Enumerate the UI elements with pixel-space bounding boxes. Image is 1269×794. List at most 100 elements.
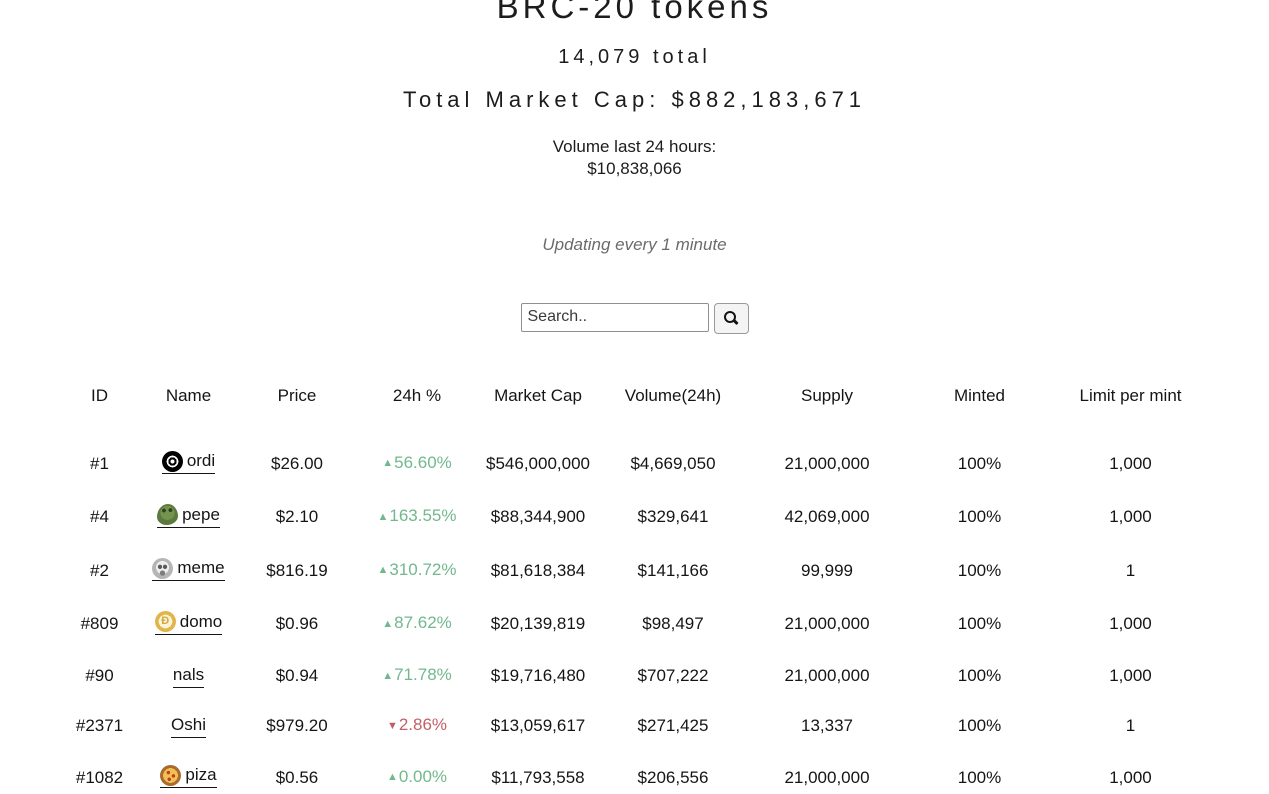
table-row: #4 pepe $2.10 ▲163.55% $88,344,900 $329,641 42… xyxy=(59,491,1209,545)
volume-24h-value: $10,838,066 xyxy=(587,159,682,178)
token-minted: 100% xyxy=(957,716,1002,735)
table-row: #90 nals $0.94 ▲71.78% $19,716,480 $707,222 21… xyxy=(59,651,1209,701)
updating-note: Updating every 1 minute xyxy=(542,235,727,254)
search-button[interactable] xyxy=(713,303,749,334)
token-link[interactable]: Oshi xyxy=(171,714,206,738)
col-header-minted: Minted xyxy=(953,386,1006,405)
token-price: $979.20 xyxy=(266,716,328,735)
token-id: #2371 xyxy=(75,716,124,735)
token-limit-per-mint: 1,000 xyxy=(1109,767,1152,787)
volume-24h-label: Volume last 24 hours: xyxy=(552,137,717,156)
token-market-cap: $546,000,000 xyxy=(486,453,590,473)
token-minted: 100% xyxy=(957,767,1002,787)
token-name-cell: nals xyxy=(140,651,237,701)
token-volume-24h: $707,222 xyxy=(637,666,709,685)
token-link[interactable]: piza xyxy=(160,764,217,788)
token-price: $0.96 xyxy=(275,614,319,634)
token-volume-24h: $206,556 xyxy=(637,767,709,787)
token-minted: 100% xyxy=(957,507,1002,527)
token-name-cell: pepe xyxy=(140,491,237,545)
token-change-24h: ▲87.62% xyxy=(382,613,452,633)
token-change-24h: ▲310.72% xyxy=(377,559,457,579)
token-name: nals xyxy=(172,665,205,684)
token-limit-per-mint: 1 xyxy=(1125,716,1136,735)
table-row: #2 meme $816.19 ▲310.72% $81,618,384 $141,166… xyxy=(59,544,1209,598)
token-supply: 21,000,000 xyxy=(784,453,870,473)
token-id: #1 xyxy=(90,453,109,473)
up-triangle-icon: ▲ xyxy=(386,771,398,784)
domo-coin-icon xyxy=(154,611,176,632)
token-name: meme xyxy=(177,558,225,577)
col-header-limit: Limit per mint xyxy=(1079,386,1182,405)
col-header-market-cap: Market Cap xyxy=(494,386,582,405)
up-triangle-icon: ▲ xyxy=(377,510,389,523)
token-name-cell: piza xyxy=(140,751,237,794)
token-link[interactable]: pepe xyxy=(157,504,220,528)
search-input[interactable] xyxy=(520,303,709,332)
token-name: Oshi xyxy=(171,715,206,734)
token-table: ID Name Price 24h % Market Cap Volume(24… xyxy=(59,375,1209,794)
piza-coin-icon xyxy=(160,764,182,786)
page-title: BRC-20 tokens xyxy=(496,0,773,25)
token-supply: 42,069,000 xyxy=(784,507,870,527)
token-price: $0.56 xyxy=(275,767,319,787)
token-supply: 99,999 xyxy=(801,560,853,580)
col-header-volume: Volume(24h) xyxy=(624,386,722,405)
token-name-cell: Oshi xyxy=(140,701,237,751)
token-id: #90 xyxy=(85,666,114,685)
token-link[interactable]: domo xyxy=(154,611,223,635)
token-supply: 21,000,000 xyxy=(784,666,870,685)
table-row: #2371 Oshi $979.20 ▼2.86% $13,059,617 $271,42… xyxy=(59,701,1209,751)
token-change-24h: ▲0.00% xyxy=(386,766,448,786)
token-limit-per-mint: 1,000 xyxy=(1109,614,1152,634)
token-limit-per-mint: 1 xyxy=(1125,560,1136,580)
token-volume-24h: $141,166 xyxy=(637,560,709,580)
ordi-coin-icon xyxy=(161,450,183,472)
token-name: domo xyxy=(179,611,223,631)
token-link[interactable]: ordi xyxy=(161,450,216,474)
token-price: $2.10 xyxy=(275,507,319,527)
token-name: ordi xyxy=(186,451,216,470)
token-table-wrap: ID Name Price 24h % Market Cap Volume(24… xyxy=(59,375,1209,794)
down-triangle-icon: ▼ xyxy=(386,719,398,732)
token-name: piza xyxy=(185,765,217,784)
token-limit-per-mint: 1,000 xyxy=(1109,507,1152,527)
token-market-cap: $20,139,819 xyxy=(490,614,586,634)
col-header-price: Price xyxy=(277,386,317,405)
token-supply: 13,337 xyxy=(801,716,853,735)
token-volume-24h: $329,641 xyxy=(637,507,709,527)
up-triangle-icon: ▲ xyxy=(377,564,389,577)
token-supply: 21,000,000 xyxy=(784,614,870,634)
token-link[interactable]: nals xyxy=(172,664,205,688)
token-name-cell: meme xyxy=(140,544,237,598)
token-link[interactable]: meme xyxy=(152,557,225,581)
token-minted: 100% xyxy=(957,560,1002,580)
token-id: #2 xyxy=(90,560,109,580)
table-row: #1 ordi $26.00 ▲56.60% $546,000,000 $4,669,05… xyxy=(59,437,1209,491)
token-market-cap: $19,716,480 xyxy=(490,666,586,685)
token-change-24h: ▲71.78% xyxy=(382,665,452,684)
token-limit-per-mint: 1,000 xyxy=(1109,666,1152,685)
token-supply: 21,000,000 xyxy=(784,767,870,787)
total-token-count: 14,079 total xyxy=(558,46,711,68)
token-id: #1082 xyxy=(75,767,124,787)
search-icon xyxy=(724,311,736,323)
pepe-coin-icon xyxy=(157,504,179,525)
token-table-body: #1 ordi $26.00 ▲56.60% $546,000,000 $4,669,05… xyxy=(59,437,1209,794)
token-change-24h: ▲163.55% xyxy=(377,506,457,526)
up-triangle-icon: ▲ xyxy=(382,617,394,630)
token-change-24h: ▲56.60% xyxy=(382,452,452,472)
total-market-cap: Total Market Cap: $882,183,671 xyxy=(402,87,867,112)
token-price: $26.00 xyxy=(271,453,323,473)
token-name-cell: ordi xyxy=(140,437,237,491)
token-price: $0.94 xyxy=(275,666,319,685)
token-volume-24h: $271,425 xyxy=(637,716,709,735)
token-market-cap: $88,344,900 xyxy=(490,507,586,527)
up-triangle-icon: ▲ xyxy=(382,457,394,470)
token-name: pepe xyxy=(182,504,220,524)
token-id: #809 xyxy=(80,614,119,634)
col-header-id: ID xyxy=(91,386,108,405)
table-row: #1082 piza $0.56 ▲0.00% $11,793,558 $206,556 2… xyxy=(59,751,1209,794)
token-price: $816.19 xyxy=(266,560,328,580)
